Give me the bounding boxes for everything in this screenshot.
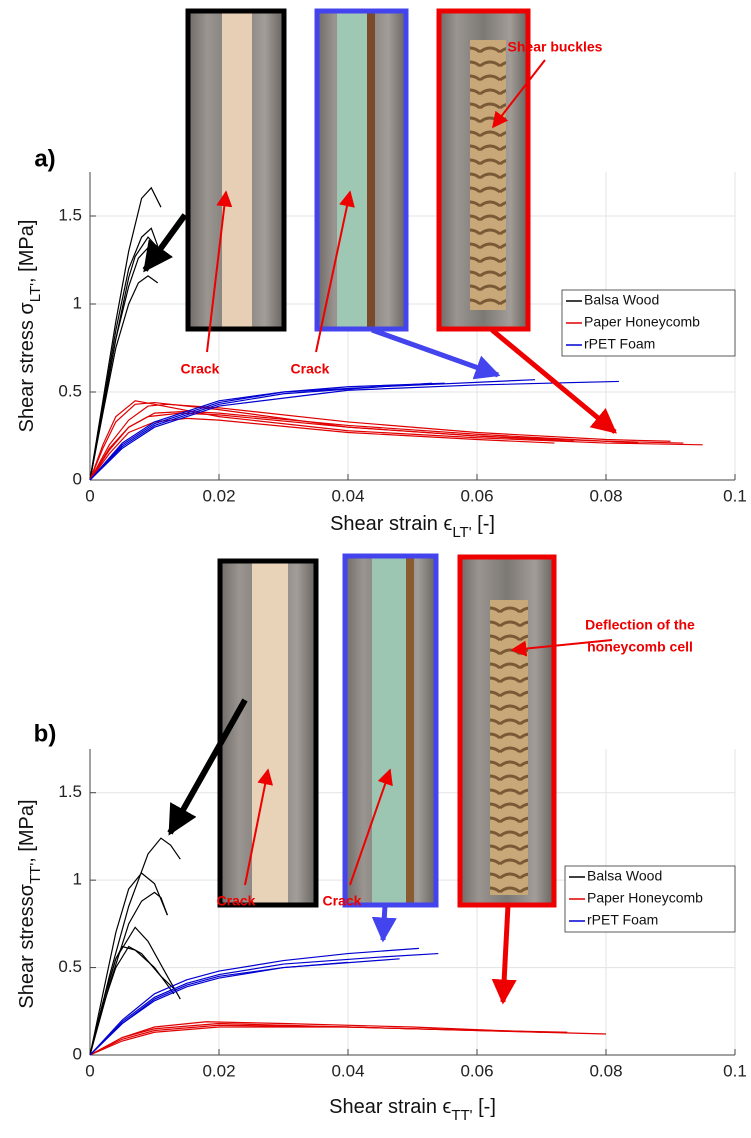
curve [89,837,181,1056]
curve [89,945,175,1056]
x-axis-label-rest: [-] [473,1096,496,1118]
annotation: Deflection of the [585,617,695,633]
x-axis-label-sub: TT' [451,1107,472,1124]
arrows [142,59,617,1005]
y-axis-label-main: Shear stress σ [16,302,38,433]
plots: 0 0.02 0.04 0.06 0.08 0.1 0 0.5 1 1.5 0 0.02 0.04 0.0… [58,172,747,1080]
photo-foam-b [342,553,439,908]
annotation: Shear buckles [508,39,603,55]
x-axis-label: Shear strain ϵTT' [-] [329,1096,496,1124]
curve [89,380,619,481]
photo-honeycomb-a [436,8,531,332]
curve [89,236,162,481]
curve [89,382,445,481]
y-tick-label: 1.5 [58,205,82,224]
curve [89,417,555,481]
curve [89,227,159,481]
curve [89,1024,542,1056]
annotation: Crack [323,893,362,909]
x-tick-label: 0 [85,486,94,505]
photo-balsa-a [185,8,287,332]
curve [89,952,439,1056]
x-tick-label: 0.04 [331,486,364,505]
legend-label: Balsa Wood [587,868,662,884]
x-tick-label: 0 [85,1061,94,1080]
curve [89,947,419,1056]
y-tick-label: 0 [73,1044,82,1063]
x-axis-label-main: Shear strain ϵ [329,1096,451,1118]
x-tick-label: 0.06 [460,1061,493,1080]
y-tick-label: 1.5 [58,782,82,801]
legend-label: Balsa Wood [584,292,659,308]
curve [89,186,162,481]
curve [89,400,703,481]
curve [89,382,432,481]
legend-label: rPET Foam [584,336,655,352]
x-tick-label: 0.08 [589,1061,622,1080]
annotation: honeycomb cell [587,639,693,655]
x-tick-label: 0.04 [331,1061,364,1080]
photo-honeycomb-b [457,554,557,908]
curve [89,1022,568,1056]
legend-label: Paper Honeycomb [584,314,700,330]
annotation: Crack [217,893,256,909]
y-tick-label: 0.5 [58,957,82,976]
x-axis-label-sub: LT' [452,524,471,541]
y-axis-label: Shear stressσTT', [MPa] [16,799,44,1008]
curve [89,872,168,1056]
legend-box [564,865,736,933]
y-tick-label: 0.5 [58,381,82,400]
y-axis-label-sub: TT' [27,863,44,884]
x-axis-label: Shear strain ϵLT' [-] [330,513,495,541]
panel-label: b) [34,720,57,747]
x-tick-label: 0.06 [460,486,493,505]
curve [89,961,349,1056]
x-tick-label: 0.08 [589,486,622,505]
x-tick-label: 0.02 [202,1061,235,1080]
curve [89,945,175,1056]
photo-balsa-b [217,558,319,908]
y-tick-label: 0 [73,469,82,488]
legend-box [561,289,736,357]
y-axis-label: Shear stress σLT', [MPa] [16,220,44,433]
y-axis-label-main: Shear stressσ [16,883,38,1008]
photos [185,8,557,908]
x-axis-label-main: Shear strain ϵ [330,513,452,535]
y-axis-label-rest: , [MPa] [16,220,38,283]
y-tick-label: 1 [73,870,82,889]
legend-label: Paper Honeycomb [587,890,703,906]
x-tick-label: 0.02 [202,486,235,505]
y-axis-label-rest: , [MPa] [16,799,38,862]
annotation: Crack [181,361,220,377]
legend-label: rPET Foam [587,912,658,928]
x-tick-label: 0.1 [723,1061,747,1080]
labels: Shear strain ϵLT' [-]Shear stress σLT', … [16,39,736,1124]
panel-label: a) [34,145,55,172]
y-tick-label: 1 [73,293,82,312]
x-tick-label: 0.1 [723,486,747,505]
curve [89,958,400,1056]
x-axis-label-rest: [-] [472,513,495,535]
annotation: Crack [291,361,330,377]
curve [89,275,159,481]
y-axis-label-sub: LT' [27,283,44,302]
curve [89,403,671,481]
